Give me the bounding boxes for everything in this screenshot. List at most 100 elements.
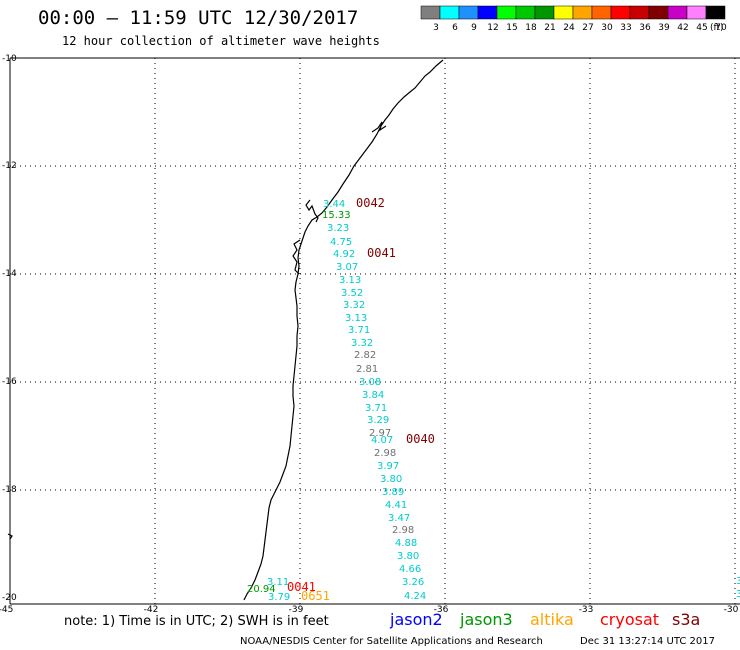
satellite-legend-item: s3a	[672, 610, 700, 629]
wave-height-value: 3.71	[365, 403, 387, 414]
colorbar-label: 33	[620, 23, 631, 33]
wave-height-value: 4.92	[333, 249, 355, 260]
colorbar-label: 27	[582, 23, 593, 33]
colorbar-label: 15	[506, 23, 517, 33]
axis-ticks: -45 -42 -39 -36 -33 -30 -10 -12 -14 -16 -18 -20	[0, 54, 739, 615]
wave-height-value: 20.94	[247, 584, 276, 595]
pass-label: 0042	[356, 196, 385, 210]
wave-height-value: 2.81	[356, 364, 378, 375]
x-tick-label: -36	[434, 605, 449, 615]
colorbar-label: 18	[525, 23, 537, 33]
wave-height-value: 3.26	[402, 577, 424, 588]
colorbar-label: 21	[544, 23, 555, 33]
colorbar-swatch	[610, 5, 631, 20]
colorbar-swatch	[686, 5, 707, 20]
colorbar-label: 39	[658, 23, 670, 33]
wave-height-value: 4.41	[385, 500, 407, 511]
colorbar-label: 45	[696, 23, 707, 33]
colorbar-swatch	[553, 5, 574, 20]
graticule	[10, 58, 740, 604]
wave-height-value: 15.33	[322, 210, 351, 221]
coastline	[243, 59, 444, 601]
units-note: note: 1) Time is in UTC; 2) SWH is in fe…	[64, 614, 329, 629]
credit-text: NOAA/NESDIS Center for Satellite Applica…	[240, 636, 543, 647]
x-tick-label: -30	[724, 605, 739, 615]
colorbar-swatch	[458, 5, 479, 20]
colorbar-swatch	[477, 5, 498, 20]
x-tick-label: -42	[144, 605, 159, 615]
wave-height-value: 3.13	[345, 313, 367, 324]
wave-height-value: 2.82	[354, 350, 376, 361]
wave-height-value: 3.32	[343, 300, 365, 311]
colorbar-swatch	[439, 5, 460, 20]
wave-height-value: 3.23	[327, 223, 349, 234]
wave-height-value: 3.89	[382, 487, 404, 498]
wave-height-value: 3.97	[377, 461, 399, 472]
inlet-north	[305, 199, 319, 223]
y-tick-label: -10	[2, 54, 17, 64]
colorbar-swatch	[667, 5, 688, 20]
wave-height-value: 3.11	[267, 577, 289, 588]
wave-height-value: 3.79	[268, 592, 290, 603]
wave-height-value: 3.52	[341, 288, 363, 299]
pass-label: 0040	[406, 432, 435, 446]
pass-label: 0041	[367, 246, 396, 260]
wave-height-value: 3.80	[380, 474, 402, 485]
wave-height-value: 4.24	[404, 591, 426, 602]
x-tick-label: -39	[289, 605, 304, 615]
map-title: 00:00 — 11:59 UTC 12/30/2017	[38, 7, 358, 29]
y-tick-label: -14	[2, 269, 17, 279]
pass-label: 0041	[287, 580, 316, 594]
coastline-inlets	[292, 121, 387, 275]
x-tick-label: -33	[579, 605, 594, 615]
wave-height-value: 4.88	[395, 538, 417, 549]
edge-reading: 3	[736, 589, 740, 600]
island	[7, 533, 13, 540]
colorbar-swatch	[496, 5, 517, 20]
wave-height-value: 3.80	[397, 551, 419, 562]
colorbar-label: 30	[601, 23, 613, 33]
colorbar-label: 12	[487, 23, 498, 33]
colorbar-swatch	[420, 5, 441, 20]
map-subtitle: 12 hour collection of altimeter wave hei…	[62, 34, 380, 48]
x-tick-label: -45	[0, 605, 13, 615]
y-tick-label: -20	[2, 593, 17, 603]
wave-height-value: 4.07	[371, 435, 393, 446]
colorbar-swatch	[629, 5, 650, 20]
inlet-upper	[371, 121, 387, 133]
colorbar-label: 9	[471, 23, 477, 33]
satellite-legend: jason2 jason3 altika cryosat s3a	[389, 610, 700, 629]
colorbar-label: 24	[563, 23, 575, 33]
satellite-legend-item: altika	[530, 610, 574, 629]
timestamp-text: Dec 31 13:27:14 UTC 2017	[580, 636, 715, 647]
wave-height-value: 2.98	[392, 525, 414, 536]
y-tick-label: -16	[2, 377, 17, 387]
wave-height-value: 3.13	[339, 275, 361, 286]
satellite-legend-item: jason3	[459, 610, 513, 629]
wave-height-value: 3.08	[359, 377, 381, 388]
colorbar-swatch	[515, 5, 536, 20]
wave-height-value: 3.32	[351, 338, 373, 349]
colorbar-label: 36	[639, 23, 651, 33]
satellite-legend-item: jason2	[389, 610, 443, 629]
pass-label: 0651	[301, 589, 330, 603]
wave-height-value: 4.75	[330, 237, 352, 248]
colorbar-swatch	[705, 5, 726, 20]
colorbar-legend: 3 6 9 12 15 18 21 24 27 30 33 36 39 42 45 70	[420, 5, 727, 33]
colorbar-swatch	[591, 5, 612, 20]
y-tick-label: -18	[2, 485, 17, 495]
colorbar-unit: (ft)	[710, 23, 724, 33]
colorbar-swatch	[572, 5, 593, 20]
y-tick-label: -12	[2, 161, 17, 171]
wave-height-readings: 3.4415.333.234.754.923.073.133.523.323.1…	[247, 199, 426, 603]
wave-height-value: 3.47	[388, 513, 410, 524]
wave-height-value: 3.29	[367, 415, 389, 426]
colorbar-label: 42	[677, 23, 688, 33]
wave-height-value: 2.98	[374, 448, 396, 459]
wave-height-value: 3.07	[336, 262, 358, 273]
map-frame	[9, 57, 740, 605]
colorbar-label: 6	[452, 23, 458, 33]
wave-height-value: 4.66	[399, 564, 421, 575]
wave-height-value: 3.84	[362, 390, 384, 401]
